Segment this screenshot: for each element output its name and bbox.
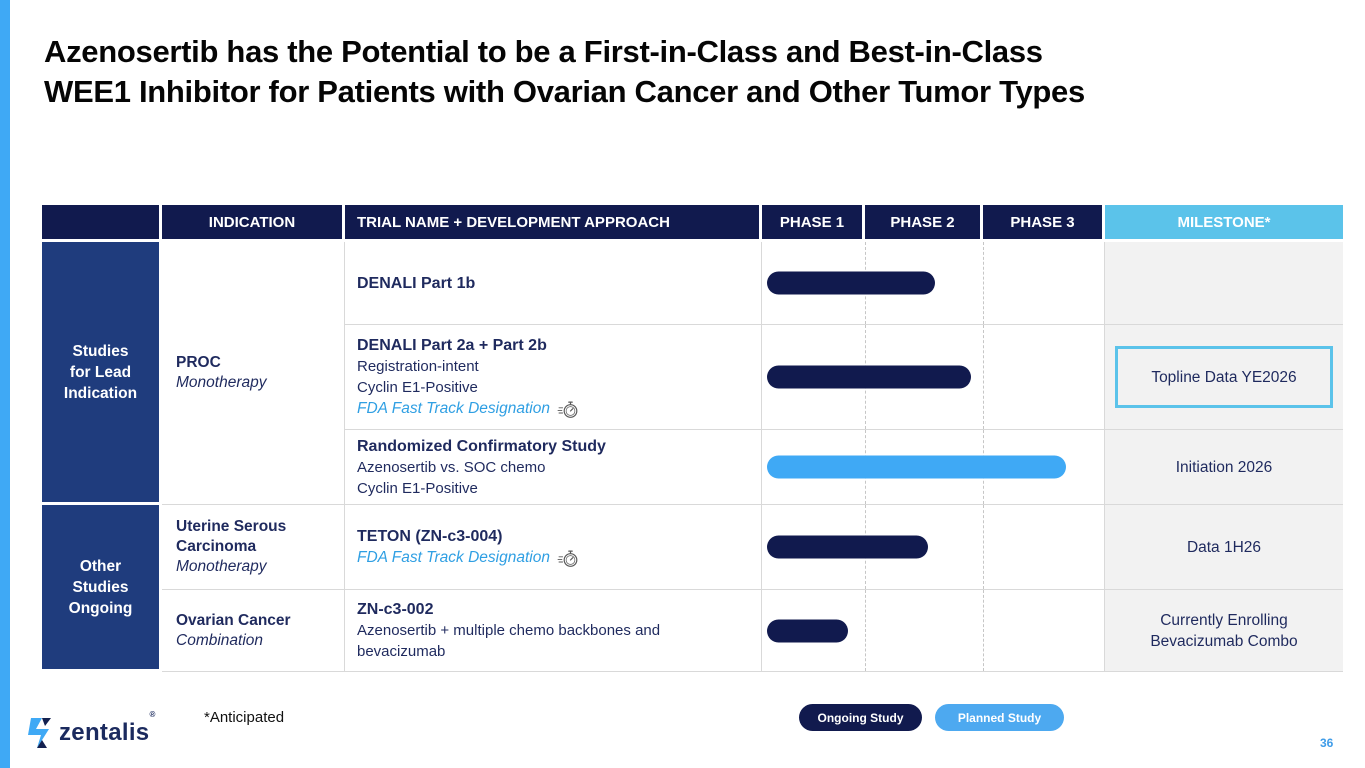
indication-name: Ovarian Cancer: [176, 611, 291, 629]
legend-planned-study: Planned Study: [935, 704, 1064, 731]
indication-name: Uterine Serous Carcinoma: [176, 518, 287, 555]
trial-zn-c3-002: ZN-c3-002 Azenosertib + multiple chemo b…: [345, 590, 762, 672]
fda-fast-track-label: FDA Fast Track Designation: [357, 549, 550, 566]
header-indication: INDICATION: [162, 205, 345, 242]
slide-title: Azenosertib has the Potential to be a Fi…: [44, 32, 1344, 112]
trial-title: TETON (ZN-c3-004): [357, 527, 503, 545]
gantt-bar-ongoing: [767, 535, 928, 559]
indication-ovarian-cancer: Ovarian Cancer Combination: [162, 590, 345, 672]
header-trial-name: TRIAL NAME + DEVELOPMENT APPROACH: [345, 205, 762, 242]
group-studies-lead-indication: Studies for Lead Indication: [42, 242, 162, 505]
phase-divider: [865, 590, 866, 671]
milestone-cell-currently-enrolling: Currently Enrolling Bevacizumab Combo: [1105, 590, 1343, 672]
trial-teton: TETON (ZN-c3-004) FDA Fast Track Designa…: [345, 505, 762, 590]
milestone-text: Data 1H26: [1186, 538, 1262, 556]
trial-title: DENALI Part 2a + Part 2b: [357, 336, 547, 354]
fda-fast-track-line: FDA Fast Track Designation: [357, 547, 747, 569]
legend-ongoing-study: Ongoing Study: [799, 704, 922, 731]
stopwatch-icon: [557, 550, 578, 567]
milestone-cell-data-1h26: Data 1H26: [1105, 505, 1343, 590]
trial-title: DENALI Part 1b: [357, 274, 476, 292]
gantt-bar-ongoing: [767, 365, 971, 389]
header-empty-cell: [42, 205, 162, 242]
phase-divider: [983, 590, 984, 671]
slide-title-line2: WEE1 Inhibitor for Patients with Ovarian…: [44, 74, 1085, 109]
gantt-bar-ongoing: [767, 619, 848, 642]
trial-detail: Registration-intent: [357, 357, 479, 375]
header-phase1: PHASE 1: [762, 205, 865, 242]
page-number: 36: [1320, 736, 1334, 750]
trial-table: INDICATION TRIAL NAME + DEVELOPMENT APPR…: [42, 205, 1343, 672]
phase-divider: [983, 505, 984, 589]
trial-randomized-confirmatory: Randomized Confirmatory Study Azenoserti…: [345, 430, 762, 505]
gantt-row-denali-2a-2b: [762, 325, 1105, 430]
zentalis-logo-icon: [28, 718, 51, 748]
slide-title-line1: Azenosertib has the Potential to be a Fi…: [44, 34, 1043, 69]
legend: Ongoing Study Planned Study: [799, 704, 1064, 731]
trial-title: ZN-c3-002: [357, 601, 434, 618]
phase-divider: [983, 325, 984, 429]
milestone-text: Currently Enrolling Bevacizumab Combo: [1150, 611, 1298, 650]
indication-type: Combination: [176, 631, 264, 649]
indication-name: PROC: [176, 354, 221, 371]
milestone-highlight-box: Topline Data YE2026: [1115, 346, 1333, 408]
trial-detail: Cyclin E1-Positive: [357, 479, 478, 497]
zentalis-logo-text: zentalis®: [59, 710, 156, 746]
trial-denali-part-1b: DENALI Part 1b: [345, 242, 762, 325]
fda-fast-track-line: FDA Fast Track Designation: [357, 398, 747, 420]
trial-detail: Cyclin E1-Positive: [357, 378, 478, 396]
header-phase2: PHASE 2: [865, 205, 983, 242]
trial-denali-part-2a-2b: DENALI Part 2a + Part 2b Registration-in…: [345, 325, 762, 430]
indication-type: Monotherapy: [176, 374, 267, 391]
left-accent-bar: [0, 0, 10, 768]
gantt-row-denali-1b: [762, 242, 1105, 325]
trial-detail: Azenosertib vs. SOC chemo: [357, 458, 546, 476]
fda-fast-track-label: FDA Fast Track Designation: [357, 400, 550, 417]
gantt-row-zn-c3-002: [762, 590, 1105, 672]
header-milestone: MILESTONE*: [1105, 205, 1343, 242]
gantt-row-randomized-confirmatory: [762, 430, 1105, 505]
milestone-cell-initiation: Initiation 2026: [1105, 430, 1343, 505]
zentalis-logo: zentalis®: [28, 710, 156, 748]
milestone-text: Topline Data YE2026: [1151, 368, 1297, 386]
indication-uterine-serous-carcinoma: Uterine Serous Carcinoma Monotherapy: [162, 505, 345, 590]
milestone-cell-topline-data: Topline Data YE2026: [1105, 325, 1343, 430]
milestone-text: Initiation 2026: [1175, 458, 1273, 476]
anticipated-footnote: *Anticipated: [204, 709, 285, 726]
gantt-row-teton: [762, 505, 1105, 590]
stopwatch-icon: [557, 401, 578, 418]
registered-mark: ®: [149, 710, 156, 719]
trial-title: Randomized Confirmatory Study: [357, 437, 606, 455]
header-phase3: PHASE 3: [983, 205, 1105, 242]
trial-detail: Azenosertib + multiple chemo backbones a…: [357, 622, 661, 660]
gantt-bar-ongoing: [767, 271, 935, 295]
indication-proc: PROC Monotherapy: [162, 242, 345, 505]
phase-divider: [983, 242, 984, 324]
indication-type: Monotherapy: [176, 558, 267, 575]
milestone-cell-empty: [1105, 242, 1343, 325]
gantt-bar-planned: [767, 455, 1066, 479]
group-other-studies-ongoing: Other Studies Ongoing: [42, 505, 162, 672]
